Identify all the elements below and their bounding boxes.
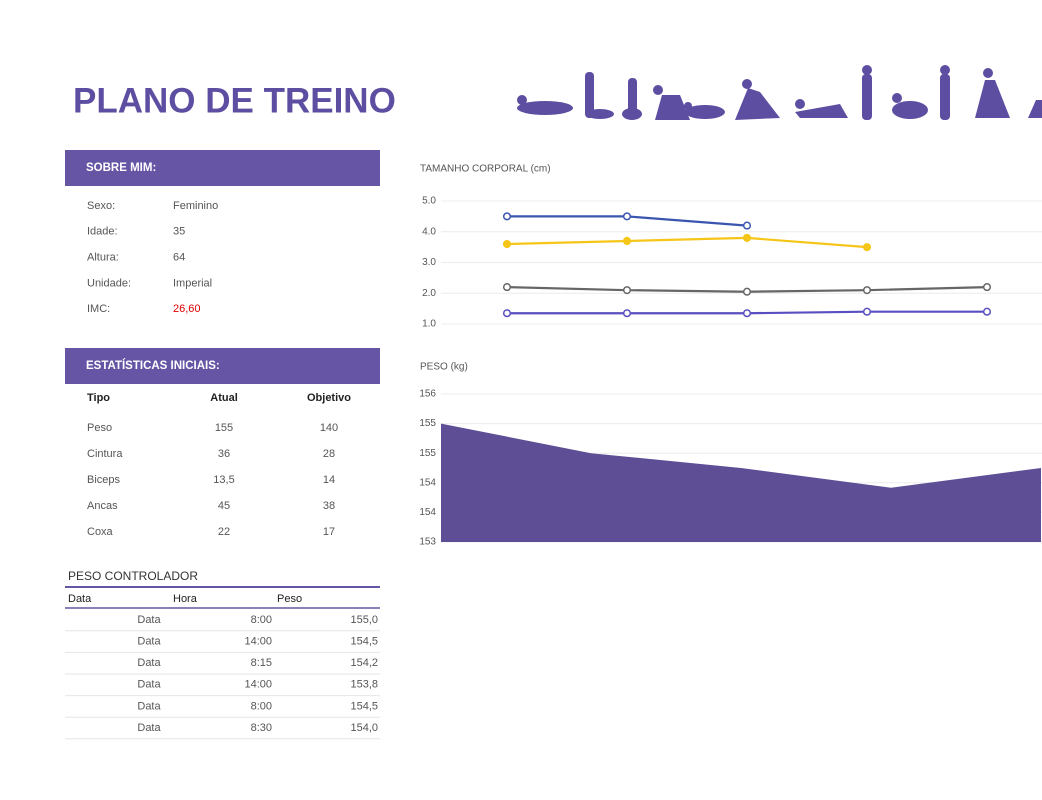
tracker-title: PESO CONTROLADOR — [68, 569, 198, 583]
stats-column-header: Objetivo — [307, 392, 351, 404]
tracker-cell: Data — [137, 657, 161, 669]
point-marker — [502, 309, 512, 318]
stats-cell: 17 — [323, 526, 335, 538]
chart-title: PESO (kg) — [420, 362, 468, 373]
stats-header-bar — [65, 348, 380, 384]
stats-cell: 45 — [218, 500, 230, 512]
stats-cell: Coxa — [87, 526, 114, 538]
y-tick-label: 2.0 — [422, 288, 436, 299]
stats-cell: 36 — [218, 448, 230, 460]
point-marker — [862, 286, 872, 295]
y-tick-label: 5.0 — [422, 196, 436, 207]
point-marker — [742, 221, 752, 230]
about-value: 35 — [173, 226, 185, 238]
point-marker — [502, 212, 512, 221]
stats-cell: 155 — [215, 422, 233, 434]
tracker-cell: 154,5 — [350, 700, 378, 712]
tracker-cell: 8:00 — [251, 700, 272, 712]
about-value: 64 — [173, 252, 185, 264]
y-tick-label: 155 — [419, 448, 436, 459]
tracker-cell: 8:00 — [251, 614, 272, 626]
chart-title: TAMANHO CORPORAL (cm) — [420, 164, 551, 175]
exercise-silhouettes — [517, 65, 1042, 120]
y-tick-label: 154 — [419, 507, 436, 518]
y-tick-label: 156 — [419, 389, 436, 400]
tracker-cell: 154,0 — [350, 722, 378, 734]
stats-cell: 38 — [323, 500, 335, 512]
about-value: 26,60 — [173, 303, 201, 315]
tracker-cell: Data — [137, 700, 161, 712]
tracker-column-header: Data — [68, 593, 92, 605]
point-marker — [622, 286, 632, 295]
page-title: PLANO DE TREINO — [73, 81, 396, 120]
point-marker — [742, 309, 752, 318]
about-title: SOBRE MIM: — [86, 162, 156, 174]
about-label: Altura: — [87, 252, 119, 264]
about-label: Idade: — [87, 226, 118, 238]
tracker-cell: 153,8 — [350, 679, 378, 691]
y-tick-label: 3.0 — [422, 257, 436, 268]
weight-area — [441, 423, 1041, 542]
y-tick-label: 154 — [419, 477, 436, 488]
stats-column-header: Atual — [210, 392, 238, 404]
stats-cell: Ancas — [87, 500, 118, 512]
point-marker — [862, 307, 872, 316]
stats-column-header: Tipo — [87, 392, 110, 404]
tracker-column-header: Hora — [173, 593, 198, 605]
tracker-cell: 14:00 — [244, 636, 272, 648]
tracker-cell: 14:00 — [244, 679, 272, 691]
point-marker — [742, 287, 752, 296]
point-marker — [502, 240, 512, 249]
tracker-cell: 155,0 — [350, 614, 378, 626]
stats-cell: 13,5 — [213, 474, 234, 486]
tracker-cell: Data — [137, 614, 161, 626]
point-marker — [622, 309, 632, 318]
tracker-cell: Data — [137, 722, 161, 734]
tracker-cell: 154,2 — [350, 657, 378, 669]
point-marker — [982, 283, 992, 292]
y-tick-label: 1.0 — [422, 319, 436, 330]
stats-title: ESTATÍSTICAS INICIAIS: — [86, 359, 220, 372]
point-marker — [502, 283, 512, 292]
point-marker — [622, 212, 632, 221]
tracker-cell: Data — [137, 636, 161, 648]
stats-cell: Cintura — [87, 448, 123, 460]
tracker-cell: 8:15 — [251, 657, 272, 669]
tracker-cell: 8:30 — [251, 722, 272, 734]
stats-cell: Biceps — [87, 474, 121, 486]
y-tick-label: 155 — [419, 418, 436, 429]
stats-cell: 140 — [320, 422, 338, 434]
point-marker — [622, 236, 632, 246]
point-marker — [862, 243, 872, 252]
about-label: IMC: — [87, 303, 110, 315]
y-tick-label: 4.0 — [422, 226, 436, 237]
point-marker — [742, 233, 752, 242]
stats-cell: 28 — [323, 448, 335, 460]
stats-cell: 14 — [323, 474, 335, 486]
about-value: Feminino — [173, 200, 218, 212]
y-tick-label: 153 — [419, 537, 436, 548]
stats-cell: 22 — [218, 526, 230, 538]
about-label: Sexo: — [87, 200, 115, 212]
about-label: Unidade: — [87, 277, 131, 289]
tracker-column-header: Peso — [277, 593, 302, 605]
about-header-bar — [65, 150, 380, 186]
about-value: Imperial — [173, 277, 212, 289]
stats-cell: Peso — [87, 422, 112, 434]
tracker-cell: Data — [137, 679, 161, 691]
tracker-cell: 154,5 — [350, 636, 378, 648]
point-marker — [982, 307, 992, 316]
series-line — [506, 236, 868, 249]
